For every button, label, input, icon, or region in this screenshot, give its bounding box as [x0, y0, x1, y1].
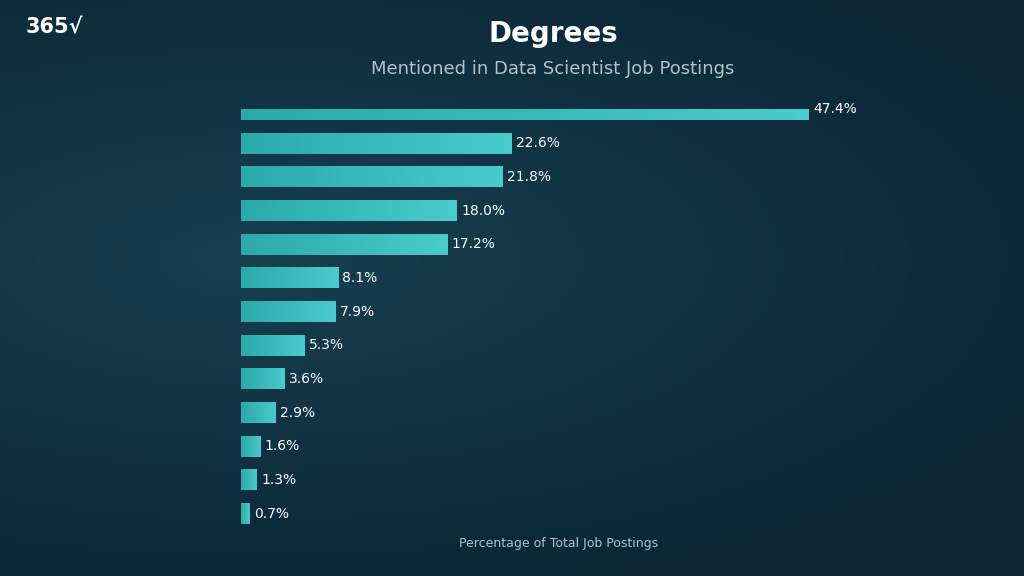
- Bar: [241, 469, 256, 491]
- Text: 21.8%: 21.8%: [507, 170, 551, 184]
- Bar: [241, 166, 502, 187]
- Bar: [241, 200, 457, 221]
- Text: 5.3%: 5.3%: [309, 338, 344, 353]
- Bar: [241, 99, 808, 120]
- Bar: [241, 335, 304, 356]
- Text: 22.6%: 22.6%: [516, 136, 560, 150]
- Text: 0.7%: 0.7%: [254, 507, 289, 521]
- Text: Mentioned in Data Scientist Job Postings: Mentioned in Data Scientist Job Postings: [372, 60, 734, 78]
- X-axis label: Percentage of Total Job Postings: Percentage of Total Job Postings: [459, 537, 657, 550]
- Bar: [241, 503, 249, 524]
- Bar: [241, 436, 260, 457]
- Text: 1.6%: 1.6%: [264, 439, 300, 453]
- Bar: [241, 234, 446, 255]
- Text: 7.9%: 7.9%: [340, 305, 375, 319]
- Text: 8.1%: 8.1%: [342, 271, 378, 285]
- Bar: [241, 402, 275, 423]
- Bar: [241, 369, 284, 389]
- Text: 1.3%: 1.3%: [261, 473, 296, 487]
- Bar: [241, 132, 511, 154]
- Text: 3.6%: 3.6%: [289, 372, 324, 386]
- Text: 2.9%: 2.9%: [281, 406, 315, 420]
- Text: 365√: 365√: [26, 17, 83, 37]
- Text: 17.2%: 17.2%: [452, 237, 496, 251]
- Text: 18.0%: 18.0%: [461, 203, 505, 218]
- Bar: [241, 267, 338, 289]
- Text: Degrees: Degrees: [488, 20, 617, 48]
- Bar: [241, 301, 335, 322]
- Text: 47.4%: 47.4%: [813, 103, 857, 116]
